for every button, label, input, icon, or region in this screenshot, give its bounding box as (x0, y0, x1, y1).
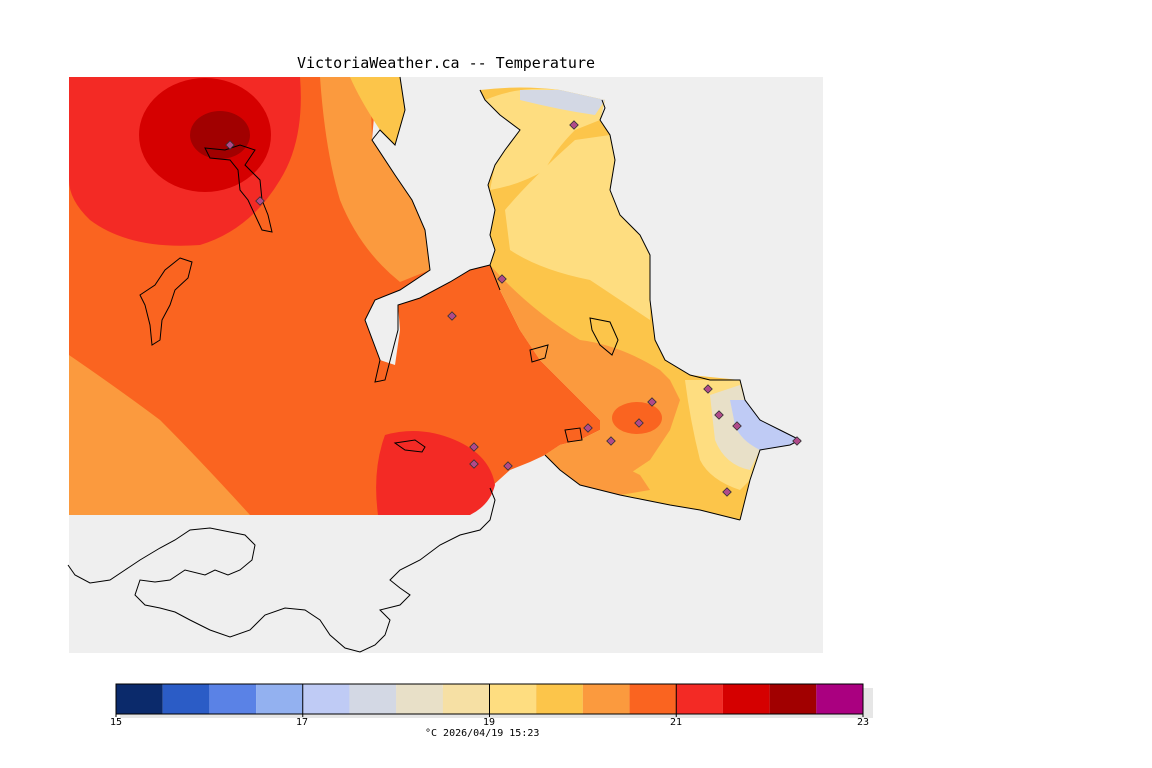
contour-20-east (490, 265, 680, 490)
color-scale-swatch (349, 684, 397, 714)
legend-tick-17: 17 (295, 717, 309, 728)
legend-tick-19: 19 (482, 717, 496, 728)
color-scale-swatch (769, 684, 817, 714)
color-scale-swatch (722, 684, 770, 714)
contour-17-east (730, 400, 800, 450)
color-scale-swatch (116, 684, 163, 714)
contour-17-tip (520, 90, 605, 115)
station-marker[interactable] (634, 418, 644, 428)
color-scale-swatch (489, 684, 537, 714)
color-scale-swatch (442, 684, 490, 714)
color-scale-swatch (816, 684, 863, 714)
contour-24-nw (190, 111, 250, 159)
color-scale-swatch (629, 684, 677, 714)
station-marker[interactable] (469, 459, 479, 469)
station-marker[interactable] (722, 487, 732, 497)
color-scale-swatch (396, 684, 443, 714)
temperature-field (69, 77, 800, 520)
contour-19-north (350, 77, 405, 145)
station-marker[interactable] (469, 442, 479, 452)
coastlines (67, 76, 802, 653)
contour-20-west (69, 355, 250, 515)
station-marker[interactable] (703, 384, 713, 394)
station-markers (225, 120, 802, 497)
legend-tick-21: 21 (669, 717, 683, 728)
contour-18-north-tip (485, 88, 605, 190)
station-marker[interactable] (606, 436, 616, 446)
station-marker[interactable] (732, 421, 742, 431)
color-scale-swatch (536, 684, 583, 714)
station-marker[interactable] (503, 461, 513, 471)
station-marker[interactable] (255, 196, 265, 206)
map-title: VictoriaWeather.ca -- Temperature (296, 54, 595, 72)
contour-20-north (320, 77, 430, 282)
station-marker[interactable] (447, 311, 457, 321)
contour-20-sooke (545, 445, 650, 495)
color-scale-swatch (582, 684, 630, 714)
station-marker[interactable] (583, 423, 593, 433)
legend-tick-23: 23 (856, 717, 870, 728)
legend-tick-15: 15 (109, 717, 123, 728)
station-marker[interactable] (714, 410, 724, 420)
station-marker[interactable] (792, 436, 802, 446)
color-scale-swatch (209, 684, 257, 714)
legend-caption: °C 2026/04/19 15:23 (425, 728, 540, 739)
contour-22-south (376, 431, 495, 515)
station-marker[interactable] (225, 140, 235, 150)
station-marker[interactable] (569, 120, 579, 130)
contour-21-east (612, 402, 662, 434)
station-marker[interactable] (647, 397, 657, 407)
contour-18-mid (505, 135, 650, 320)
color-scale-swatch (162, 684, 210, 714)
color-scale-swatch (676, 684, 723, 714)
station-marker[interactable] (497, 274, 507, 284)
color-scale (115, 683, 873, 718)
color-scale-swatch (256, 684, 303, 714)
color-scale-swatch (302, 684, 350, 714)
